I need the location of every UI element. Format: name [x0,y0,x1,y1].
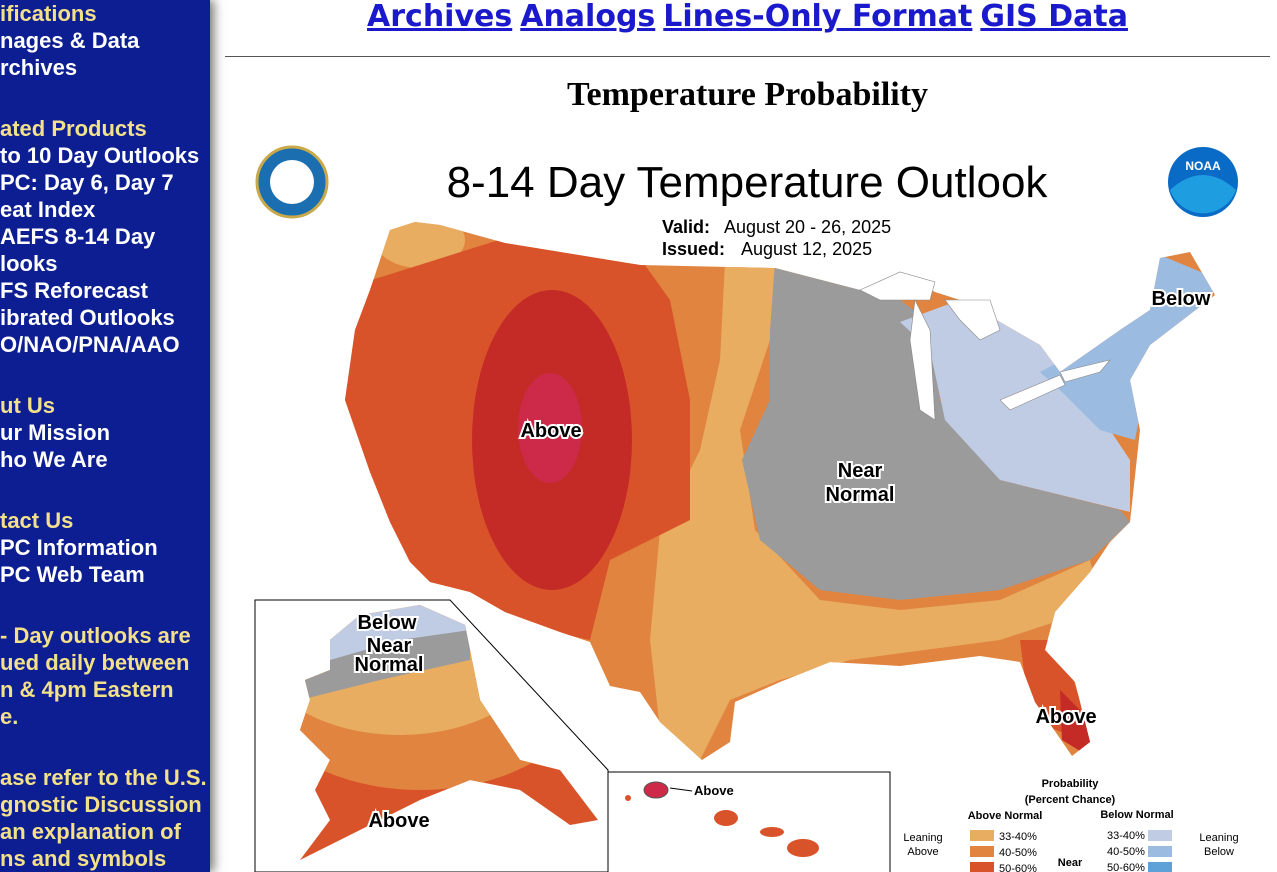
sidebar-heading: ated Products [0,116,147,141]
legend-near: Near [1058,857,1083,869]
legend: Probability (Percent Chance) Above Norma… [903,778,1239,872]
sidebar-link[interactable]: PC Web Team [0,562,145,587]
sidebar-link[interactable]: PC Information [0,535,158,560]
doc-seal-inner [270,160,314,204]
sidebar-link[interactable]: FS Reforecast [0,278,148,303]
spacer [0,358,210,392]
legend-swatch [1148,830,1172,841]
region-label: Below [358,612,417,634]
outlook-map: NOAA 8-14 Day Temperature Outlook Valid:… [254,145,1239,872]
sidebar-heading: ut Us [0,393,55,418]
legend-head: Above Normal [968,810,1043,822]
legend-swatch [970,846,994,857]
sidebar-link[interactable]: ur Mission [0,420,111,445]
sidebar-heading: tact Us [0,508,74,533]
legend-lean: Below [1204,846,1234,858]
nav-link[interactable]: Analogs [520,0,656,34]
region-label: Above [368,810,429,832]
sidebar-link[interactable]: AEFS 8-14 Day [0,224,156,249]
sidebar-note: gnostic Discussion [0,792,202,817]
sidebar-link[interactable]: rchives [0,55,78,80]
region-label: Above [1035,706,1096,728]
sidebar-note: n & 4pm Eastern [0,677,174,702]
noaa-text: NOAA [1185,159,1221,173]
valid-dates: August 20 - 26, 2025 [724,217,891,237]
sidebar-note: an explanation of [0,819,181,844]
sidebar-note: ns and symbols [0,846,167,871]
legend-lean: Leaning [903,832,942,844]
sidebar: ifications nages & Data rchives ated Produc… [0,0,210,872]
legend-head: Below Normal [1100,809,1173,821]
sidebar-link[interactable]: looks [0,251,58,276]
sidebar-note: ase refer to the U.S. [0,765,207,790]
sidebar-link[interactable]: to 10 Day Outlooks [0,143,200,168]
sidebar-note: - Day outlooks are [0,623,191,648]
region-label: Near [367,635,412,657]
legend-swatch [970,830,994,841]
legend-bin: 33-40% [999,831,1037,843]
legend-bin: 33-40% [1107,830,1145,842]
valid-label: Valid: [662,217,710,237]
legend-bin: 50-60% [999,863,1037,872]
legend-bin: 40-50% [1107,846,1145,858]
noaa-wave [1170,175,1236,214]
sidebar-link[interactable]: nages & Data [0,28,140,53]
region-label: Near [838,460,883,482]
sidebar-link[interactable]: ibrated Outlooks [0,305,175,330]
nav-link[interactable]: Lines-Only Format [663,0,973,34]
legend-bin: 50-60% [1107,862,1145,872]
sidebar-note: ued daily between [0,650,190,675]
spacer [0,588,210,622]
spacer [0,730,210,764]
region-label: Above [694,783,734,798]
region-label: Normal [355,654,424,676]
sidebar-link[interactable]: eat Index [0,197,96,222]
legend-lean: Leaning [1199,832,1238,844]
sidebar-link[interactable]: ho We Are [0,447,108,472]
nav-link[interactable]: GIS Data [980,0,1128,34]
nav: Archives Analogs Lines-Only Format GIS Data [225,0,1270,34]
great-lakes [859,271,1111,421]
hawaii-inset [607,771,891,872]
page-heading: Temperature Probability [566,76,929,113]
legend-title: Probability [1042,778,1100,790]
issued-date: August 12, 2025 [741,239,872,259]
region-label: Below [1152,288,1211,310]
legend-swatch [1148,862,1172,872]
legend-title: (Percent Chance) [1025,794,1116,806]
issued-label: Issued: [662,239,725,259]
sidebar-heading: ifications [0,1,97,26]
sidebar-link[interactable]: O/NAO/PNA/AAO [0,332,180,357]
nav-link[interactable]: Archives [367,0,513,34]
sidebar-link[interactable]: PC: Day 6, Day 7 [0,170,174,195]
spacer [0,473,210,507]
sidebar-note: e. [0,704,19,729]
legend-lean: Above [907,846,938,858]
region-label: Normal [826,484,895,506]
legend-swatch [1148,846,1172,857]
legend-swatch [970,862,994,872]
divider [225,56,1270,57]
spacer [0,81,210,115]
legend-bin: 40-50% [999,847,1037,859]
region-label: Above [520,420,581,442]
map-title: 8-14 Day Temperature Outlook [447,158,1049,207]
